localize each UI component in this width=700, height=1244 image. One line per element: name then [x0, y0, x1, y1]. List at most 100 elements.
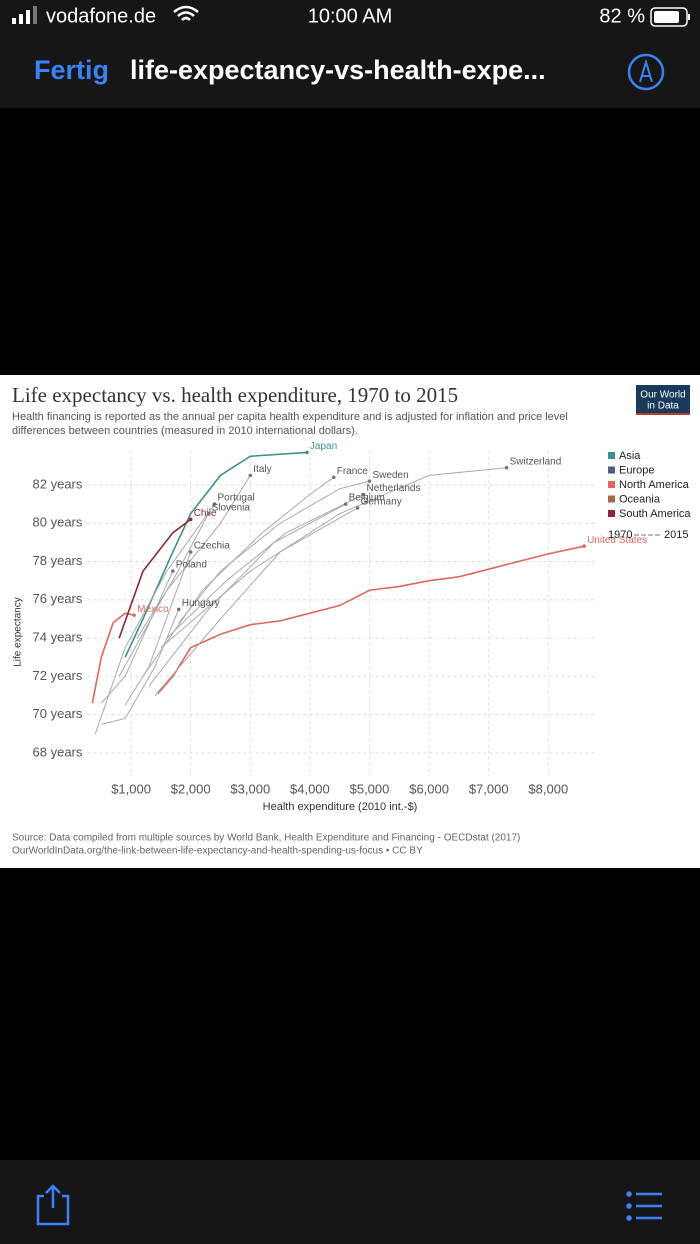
series-end [504, 465, 509, 470]
x-tick-label: $8,000 [528, 781, 568, 796]
series-end [343, 502, 348, 506]
series-end [132, 613, 136, 617]
series-label: Japan [310, 441, 337, 452]
chart-subtitle: differences between countries (measured … [12, 425, 358, 437]
series-line [154, 507, 358, 696]
series-label: Italy [253, 464, 271, 475]
series-end [248, 473, 253, 478]
share-button[interactable] [36, 1184, 70, 1226]
battery-text: 82 % [599, 5, 645, 27]
series-end [188, 550, 193, 554]
series-end [206, 511, 211, 516]
list-button[interactable] [626, 1191, 663, 1221]
series-line [118, 518, 192, 639]
series-label: Netherlands [367, 483, 421, 494]
legend-swatch [608, 452, 615, 459]
legend-label: South America [619, 508, 691, 520]
legend-year: 2015 [664, 529, 688, 541]
series-label: Belgium [349, 493, 385, 504]
series-line [124, 551, 192, 706]
series-label: Czechia [194, 541, 231, 552]
x-tick-label: $7,000 [469, 781, 509, 796]
legend-swatch [608, 466, 615, 474]
series-line [178, 480, 370, 624]
logo-stripe [636, 413, 690, 415]
series-label: Mexico [137, 604, 169, 615]
y-axis-label: Life expectancy [13, 597, 24, 667]
y-tick-label: 80 years [33, 515, 83, 530]
series-line [166, 494, 364, 639]
x-tick-label: $4,000 [290, 781, 330, 796]
series-label: Hungary [182, 598, 220, 609]
series-line [101, 609, 180, 725]
series-label: Sweden [373, 470, 409, 481]
legend-swatch [608, 510, 615, 517]
series-label: Slovenia [212, 502, 251, 513]
source: Source: Data compiled from multiple sour… [12, 833, 520, 844]
series-line [118, 475, 251, 677]
source: OurWorldInData.org/the-link-between-life… [12, 846, 423, 857]
logo [636, 385, 690, 415]
y-tick-label: 74 years [33, 630, 83, 645]
document-title: life-expectancy-vs-health-expe... [130, 55, 546, 85]
legend-swatch [608, 495, 615, 503]
series-line [124, 451, 307, 658]
series-line [100, 570, 174, 704]
logo-text: Our World [640, 390, 685, 401]
series-end [305, 450, 309, 455]
series-label: Poland [176, 560, 207, 571]
series-label: Switzerland [510, 456, 562, 467]
series-label: France [337, 466, 369, 477]
y-tick-label: 78 years [33, 553, 83, 568]
signal-icon [12, 6, 37, 24]
series-line [157, 545, 585, 695]
series-label: Portugal [218, 493, 255, 504]
x-tick-label: $5,000 [350, 781, 390, 796]
x-tick-label: $6,000 [409, 781, 449, 796]
series-end [355, 506, 360, 510]
series-line [136, 513, 210, 639]
x-tick-label: $2,000 [171, 781, 211, 796]
series-end [171, 569, 175, 573]
series-end [582, 544, 586, 549]
legend-label: Europe [619, 464, 654, 476]
wifi-icon [173, 5, 199, 21]
top-bar [0, 0, 700, 108]
y-tick-label: 72 years [33, 668, 83, 683]
series-end [212, 502, 217, 506]
series-label: Chile [194, 508, 217, 519]
series-line [94, 503, 215, 734]
series-line [148, 503, 346, 687]
chart-image [0, 375, 700, 868]
y-tick-label: 68 years [33, 744, 83, 759]
time: 10:00 AM [308, 5, 393, 27]
series-label: Germany [361, 497, 402, 508]
series-label: United States [587, 535, 647, 546]
chart-subtitle: Health financing is reported as the annu… [12, 411, 568, 423]
y-tick-label: 76 years [33, 591, 83, 606]
battery-icon [650, 7, 690, 27]
series-end [331, 475, 336, 480]
y-tick-label: 82 years [33, 476, 83, 491]
y-tick-label: 70 years [33, 706, 83, 721]
x-tick-label: $1,000 [111, 781, 151, 796]
series-line [142, 476, 335, 677]
x-axis-label: Health expenditure (2010 int.-$) [263, 801, 418, 813]
bottom-toolbar [0, 1160, 700, 1244]
legend-year: 1970 [608, 529, 632, 541]
legend-label: Asia [619, 450, 641, 462]
series-end [361, 492, 366, 497]
series-end [188, 517, 193, 522]
x-tick-label: $3,000 [230, 781, 270, 796]
markup-button[interactable] [627, 53, 665, 91]
series-end [367, 479, 372, 483]
legend-swatch [608, 481, 615, 488]
legend-label: Oceania [619, 493, 661, 505]
chart-title: Life expectancy vs. health expenditure, … [12, 383, 458, 407]
legend-label: North America [619, 479, 690, 491]
done-button[interactable]: Fertig [34, 55, 109, 85]
series-end [176, 607, 181, 612]
logo-text: in Data [647, 401, 679, 412]
